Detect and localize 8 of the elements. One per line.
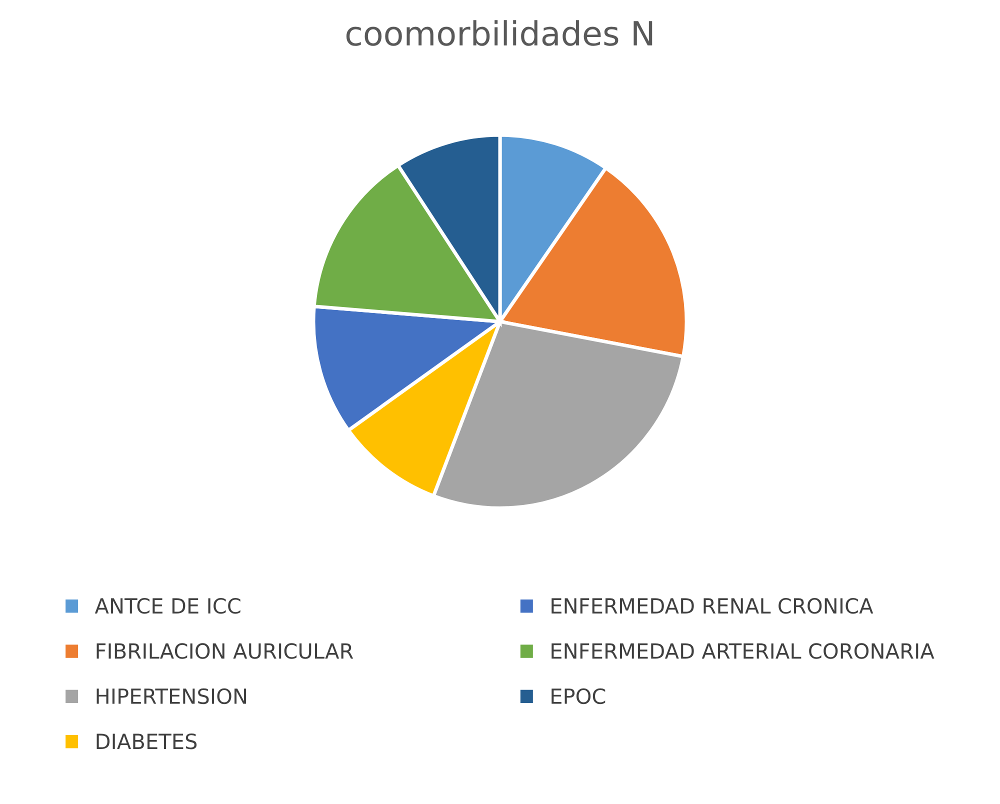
- legend-label: DIABETES: [96, 733, 197, 750]
- legend-label: ENFERMEDAD ARTERIAL CORONARIA: [552, 643, 934, 659]
- legend-label: ANTCE DE ICC: [94, 598, 240, 614]
- legend-label: ENFERMEDAD RENAL CRONICA: [552, 598, 874, 614]
- legend-label: FIBRILACION AURICULAR: [96, 643, 354, 659]
- legend-label: HIPERTENSION: [96, 688, 246, 704]
- legend-label: EPOC: [552, 688, 606, 704]
- chart-title: coomorbilidades N: [346, 20, 652, 46]
